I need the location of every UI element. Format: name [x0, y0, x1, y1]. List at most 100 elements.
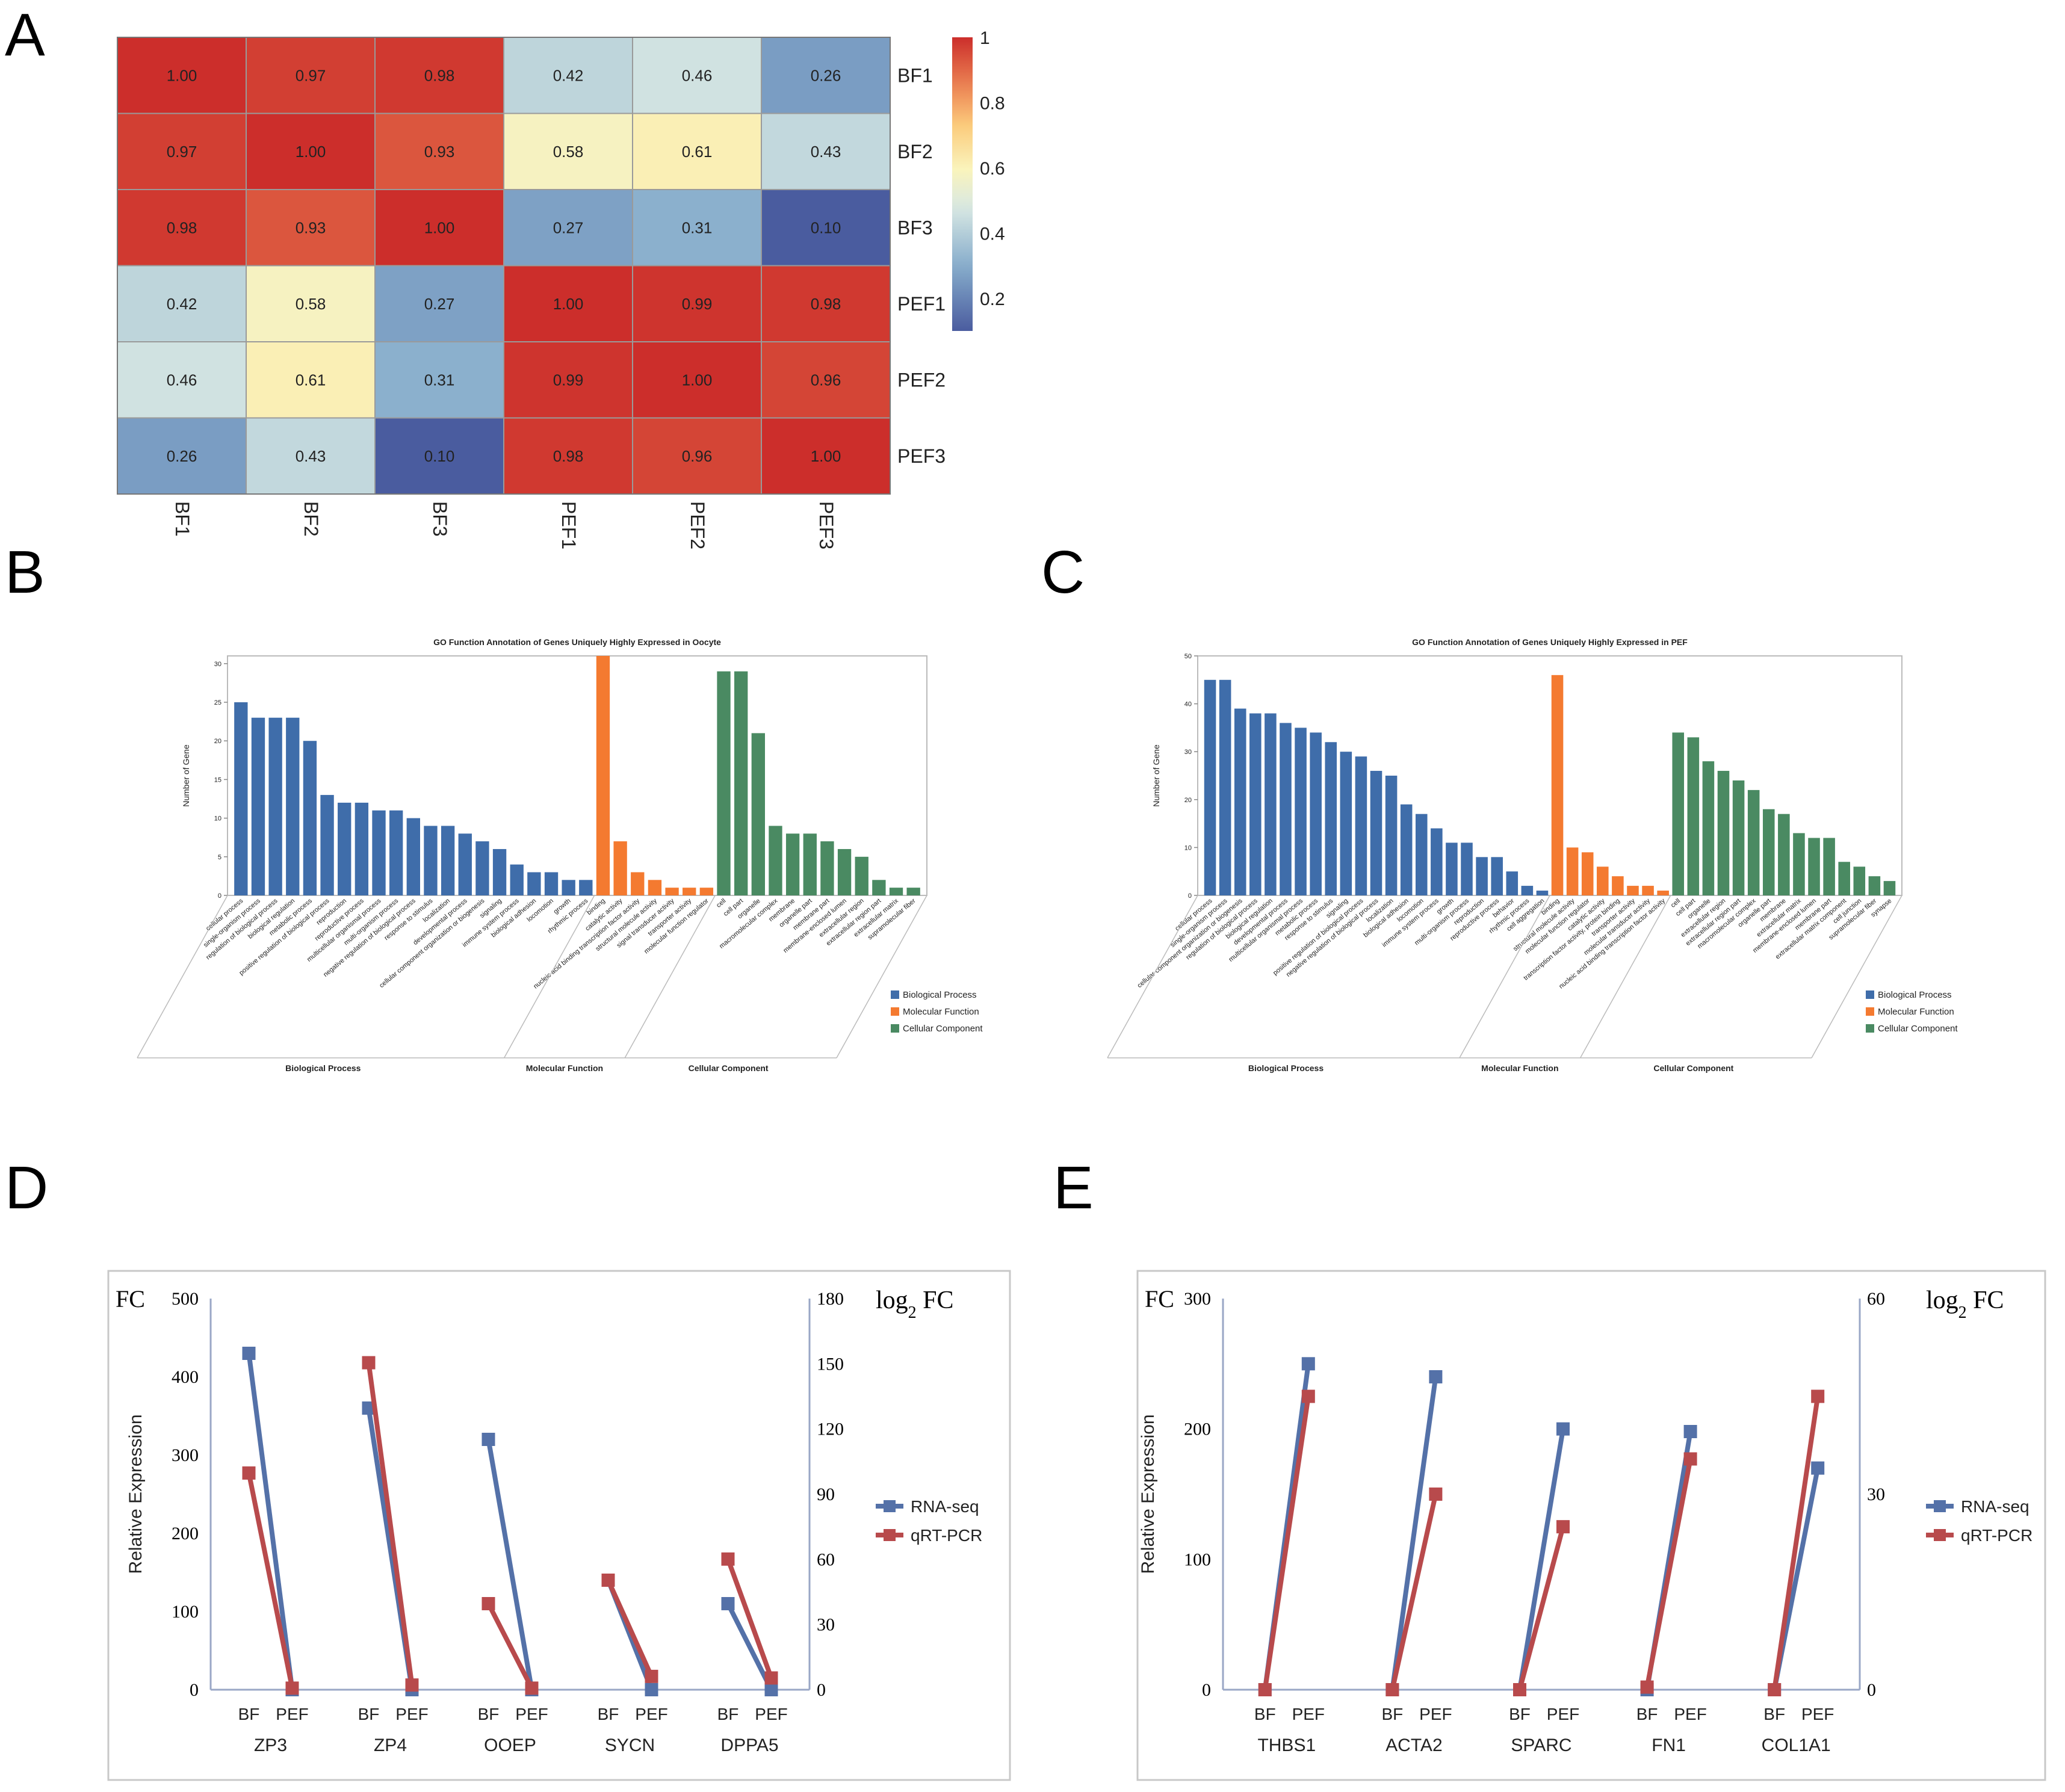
- heatmap-cell-value: 0.61: [682, 143, 713, 161]
- condition-label: BF: [717, 1705, 739, 1723]
- bar: [1581, 852, 1594, 895]
- gene-label: COL1A1: [1762, 1735, 1831, 1755]
- bar: [1431, 828, 1443, 895]
- heatmap-cell-value: 0.98: [167, 218, 197, 236]
- series-line-qrtpcr: [1262, 1395, 1311, 1690]
- series-marker: [764, 1671, 778, 1685]
- heatmap-row-label: PEF1: [897, 293, 946, 315]
- heatmap-cell: [374, 265, 504, 342]
- bar: [1762, 809, 1775, 895]
- series-marker: [645, 1669, 658, 1683]
- heatmap-cell: [503, 37, 633, 114]
- group-divider: [1580, 895, 1671, 1058]
- group-label: Biological Process: [285, 1063, 361, 1073]
- bar: [1808, 838, 1820, 895]
- bar: [1265, 713, 1277, 895]
- gene-label: ZP4: [374, 1735, 407, 1755]
- bar: [699, 888, 714, 895]
- condition-label: BF: [1382, 1705, 1404, 1723]
- heatmap-cell-value: 0.61: [296, 371, 326, 389]
- bar: [1521, 886, 1534, 895]
- right-axis-title: log2 FC: [1926, 1287, 2004, 1322]
- bar: [320, 795, 334, 895]
- heatmap-cell: [246, 265, 376, 342]
- heatmap-cell-value: 0.42: [167, 295, 197, 313]
- series-marker: [1811, 1389, 1825, 1403]
- legend-swatch: [891, 1024, 899, 1033]
- category-label: cellular component organization or bioge…: [1136, 897, 1244, 989]
- series-marker: [405, 1678, 419, 1692]
- y-tick-label: 40: [1184, 701, 1192, 708]
- condition-label: PEF: [515, 1705, 548, 1723]
- heatmap-cell-value: 0.97: [167, 143, 197, 161]
- bar: [1219, 679, 1231, 895]
- bar: [544, 872, 559, 895]
- heatmap-cell: [761, 417, 891, 495]
- chart-title: GO Function Annotation of Genes Uniquely…: [1412, 637, 1688, 647]
- colorbar-tick-label: 1: [980, 28, 990, 48]
- heatmap-cell-value: 0.58: [296, 295, 326, 313]
- bar: [1415, 814, 1428, 895]
- legend-label: Cellular Component: [903, 1024, 983, 1034]
- left-tick-label: 300: [172, 1445, 199, 1465]
- legend-label: Molecular Function: [903, 1007, 979, 1017]
- condition-label: PEF: [1419, 1705, 1452, 1723]
- bar: [1310, 732, 1322, 895]
- heatmap-row-label: PEF2: [897, 369, 946, 391]
- heatmap-cell: [374, 341, 504, 419]
- group-label: Cellular Component: [689, 1063, 769, 1073]
- bar: [1400, 804, 1413, 895]
- condition-label: PEF: [1801, 1705, 1834, 1723]
- heatmap-cell-value: 0.27: [424, 295, 455, 313]
- series-marker: [1683, 1452, 1697, 1466]
- right-tick-label: 0: [817, 1680, 826, 1700]
- bar: [372, 810, 386, 895]
- bar: [1702, 761, 1715, 895]
- series-marker: [1429, 1370, 1443, 1383]
- bar: [855, 856, 868, 895]
- left-tick-label: 0: [190, 1680, 199, 1700]
- y-axis-label: Number of Gene: [181, 744, 191, 807]
- series-line-qrtpcr: [486, 1602, 534, 1690]
- heatmap-cell-value: 0.96: [811, 371, 841, 389]
- series-marker: [481, 1597, 495, 1610]
- bar: [354, 802, 369, 895]
- heatmap-cell: [246, 113, 376, 190]
- bar: [1612, 876, 1624, 895]
- series-marker: [1640, 1680, 1654, 1694]
- bar: [889, 888, 903, 895]
- gene-label: DPPA5: [720, 1735, 778, 1755]
- series-line-qrtpcr: [246, 1472, 295, 1689]
- heatmap-cell: [761, 113, 891, 190]
- bar: [303, 741, 317, 895]
- series-marker: [242, 1347, 256, 1360]
- legend-swatch: [1866, 1007, 1874, 1016]
- bar: [1868, 876, 1881, 895]
- y-tick-label: 20: [1184, 797, 1192, 804]
- series-marker: [1258, 1683, 1272, 1696]
- series-marker: [481, 1433, 495, 1446]
- legend-marker: [1934, 1500, 1946, 1512]
- series-marker: [1683, 1425, 1697, 1438]
- bar: [648, 880, 662, 895]
- bar: [1204, 679, 1216, 895]
- colorbar-tick-label: 0.8: [980, 93, 1005, 113]
- condition-label: PEF: [755, 1705, 787, 1723]
- legend-label: RNA-seq: [1961, 1497, 2029, 1516]
- heatmap-cell-value: 0.99: [682, 295, 713, 313]
- legend-marker: [884, 1500, 896, 1512]
- y-tick-label: 30: [214, 661, 221, 668]
- condition-label: PEF: [1292, 1705, 1325, 1723]
- heatmap-cell-value: 0.27: [553, 218, 584, 236]
- bar: [492, 848, 507, 895]
- colorbar-tick-label: 0.6: [980, 159, 1005, 179]
- bar: [1295, 728, 1307, 895]
- heatmap-cell: [632, 341, 762, 419]
- heatmap-cell-value: 0.43: [296, 447, 326, 465]
- heatmap-cell: [632, 37, 762, 114]
- heatmap-col-label: BF3: [429, 501, 451, 537]
- heatmap-cell-value: 1.00: [811, 447, 841, 465]
- right-tick-label: 60: [1867, 1289, 1885, 1309]
- condition-label: BF: [238, 1705, 260, 1723]
- bar: [268, 717, 282, 895]
